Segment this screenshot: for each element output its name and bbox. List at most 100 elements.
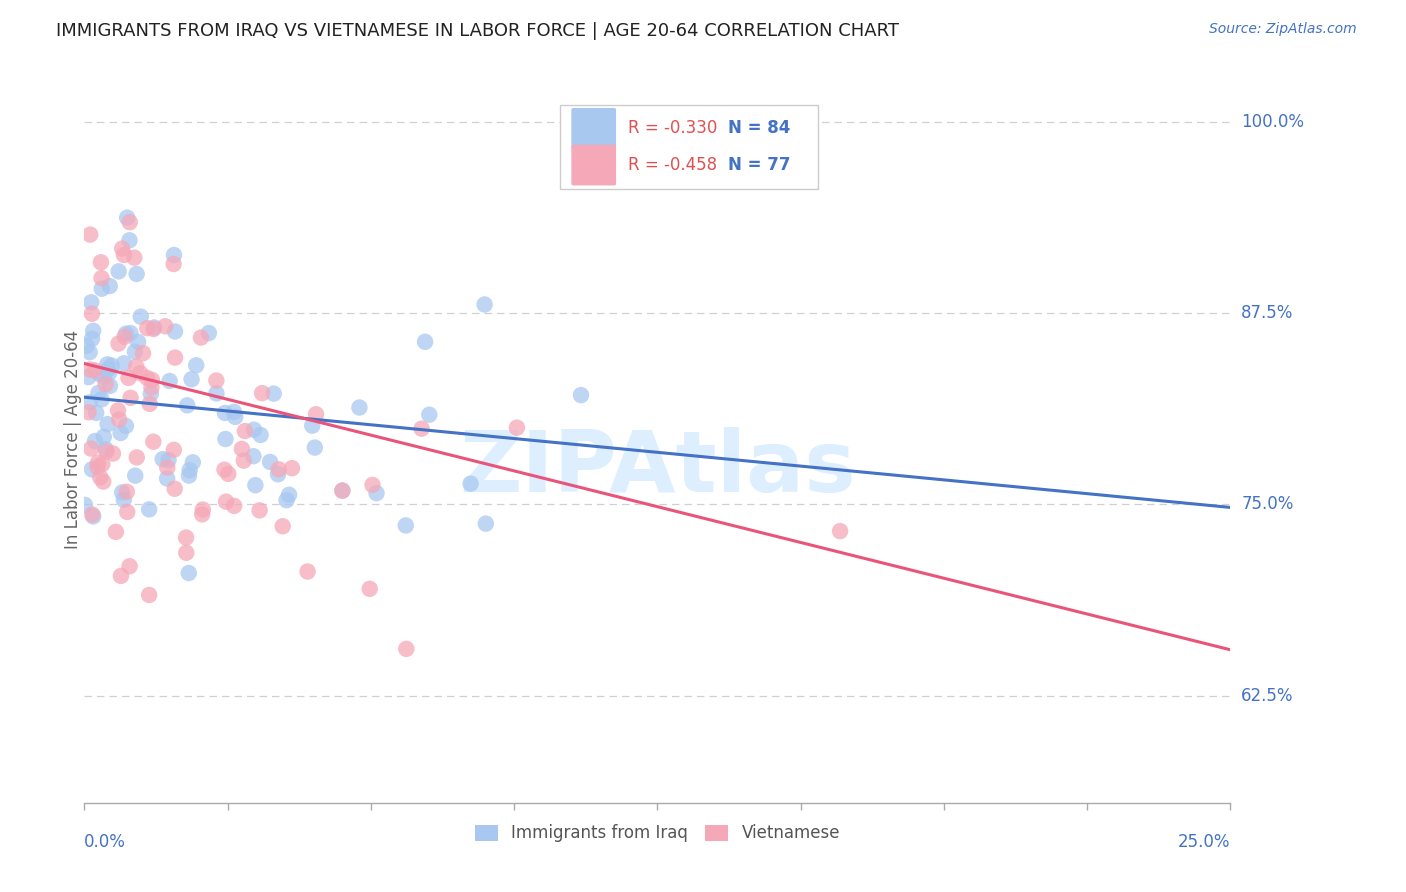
Point bbox=[90, 282, 112, 296]
Point bbox=[79, 395, 101, 409]
Point bbox=[214, 406, 236, 420]
Point bbox=[82, 324, 104, 338]
Point bbox=[474, 297, 496, 311]
Point bbox=[198, 326, 221, 340]
Point bbox=[125, 267, 148, 281]
Text: 87.5%: 87.5% bbox=[1241, 304, 1294, 322]
Point bbox=[233, 424, 256, 438]
Text: 62.5%: 62.5% bbox=[1241, 687, 1294, 705]
Point bbox=[97, 362, 120, 376]
Point bbox=[82, 509, 104, 524]
Point bbox=[120, 326, 142, 340]
Point bbox=[163, 482, 186, 496]
Point bbox=[91, 475, 114, 489]
Point bbox=[100, 359, 122, 373]
Point bbox=[115, 211, 138, 225]
Point bbox=[77, 405, 100, 419]
Point bbox=[413, 334, 436, 349]
Point bbox=[301, 418, 323, 433]
Point bbox=[142, 434, 165, 449]
Point bbox=[174, 531, 197, 545]
Point bbox=[79, 227, 101, 242]
Point bbox=[828, 524, 851, 538]
Point bbox=[460, 476, 482, 491]
Text: R = -0.458: R = -0.458 bbox=[627, 156, 717, 174]
Point bbox=[114, 330, 136, 344]
Text: IMMIGRANTS FROM IRAQ VS VIETNAMESE IN LABOR FORCE | AGE 20-64 CORRELATION CHART: IMMIGRANTS FROM IRAQ VS VIETNAMESE IN LA… bbox=[56, 22, 900, 40]
Point bbox=[245, 478, 267, 492]
Point bbox=[80, 442, 103, 456]
Point bbox=[180, 372, 202, 386]
Point bbox=[94, 442, 117, 457]
Point bbox=[191, 502, 214, 516]
Point bbox=[90, 392, 112, 407]
Text: N = 84: N = 84 bbox=[728, 120, 790, 137]
Legend: Immigrants from Iraq, Vietnamese: Immigrants from Iraq, Vietnamese bbox=[468, 818, 846, 849]
Point bbox=[281, 461, 304, 475]
Point bbox=[104, 524, 127, 539]
FancyBboxPatch shape bbox=[571, 108, 616, 149]
Point bbox=[136, 321, 159, 335]
Point bbox=[506, 420, 529, 434]
Point bbox=[118, 559, 141, 574]
Point bbox=[82, 508, 104, 522]
Point bbox=[249, 503, 271, 517]
Point bbox=[395, 641, 418, 656]
Point bbox=[138, 397, 160, 411]
Point bbox=[349, 401, 371, 415]
Point bbox=[142, 322, 165, 336]
Point bbox=[80, 295, 103, 310]
Point bbox=[80, 462, 103, 476]
Point bbox=[395, 518, 418, 533]
Point bbox=[174, 546, 197, 560]
Point bbox=[242, 449, 264, 463]
FancyBboxPatch shape bbox=[571, 145, 616, 186]
Point bbox=[224, 499, 246, 513]
Point bbox=[80, 307, 103, 321]
Point bbox=[83, 363, 105, 377]
Point bbox=[155, 319, 177, 334]
Point bbox=[96, 444, 118, 458]
Point bbox=[271, 519, 294, 533]
Point bbox=[108, 412, 131, 426]
Point bbox=[190, 330, 212, 344]
Point bbox=[278, 488, 301, 502]
Point bbox=[111, 242, 134, 256]
Point bbox=[159, 374, 181, 388]
Point bbox=[115, 326, 138, 341]
Point bbox=[93, 430, 115, 444]
Point bbox=[94, 377, 117, 392]
Point bbox=[107, 336, 129, 351]
Text: 100.0%: 100.0% bbox=[1241, 112, 1305, 131]
Point bbox=[214, 432, 236, 446]
Point bbox=[112, 492, 135, 507]
Point bbox=[129, 366, 152, 380]
Point bbox=[205, 374, 228, 388]
Point bbox=[205, 386, 228, 401]
Point bbox=[156, 471, 179, 485]
Point bbox=[110, 569, 132, 583]
Point bbox=[93, 370, 115, 384]
Text: Source: ZipAtlas.com: Source: ZipAtlas.com bbox=[1209, 22, 1357, 37]
Point bbox=[98, 379, 121, 393]
Point bbox=[110, 425, 132, 440]
Point bbox=[112, 248, 135, 262]
Point bbox=[115, 418, 138, 433]
Point bbox=[132, 346, 155, 360]
Point bbox=[181, 455, 204, 469]
Point bbox=[129, 310, 152, 324]
Point bbox=[79, 362, 101, 376]
Point bbox=[222, 405, 245, 419]
Point bbox=[143, 320, 166, 334]
Point bbox=[138, 588, 160, 602]
Point bbox=[359, 582, 381, 596]
Point bbox=[76, 339, 98, 353]
Text: N = 77: N = 77 bbox=[728, 156, 790, 174]
Point bbox=[243, 423, 266, 437]
Point bbox=[330, 483, 353, 498]
Point bbox=[259, 455, 281, 469]
Point bbox=[163, 325, 186, 339]
Point bbox=[231, 442, 253, 456]
Point bbox=[111, 485, 134, 500]
Point bbox=[361, 478, 384, 492]
